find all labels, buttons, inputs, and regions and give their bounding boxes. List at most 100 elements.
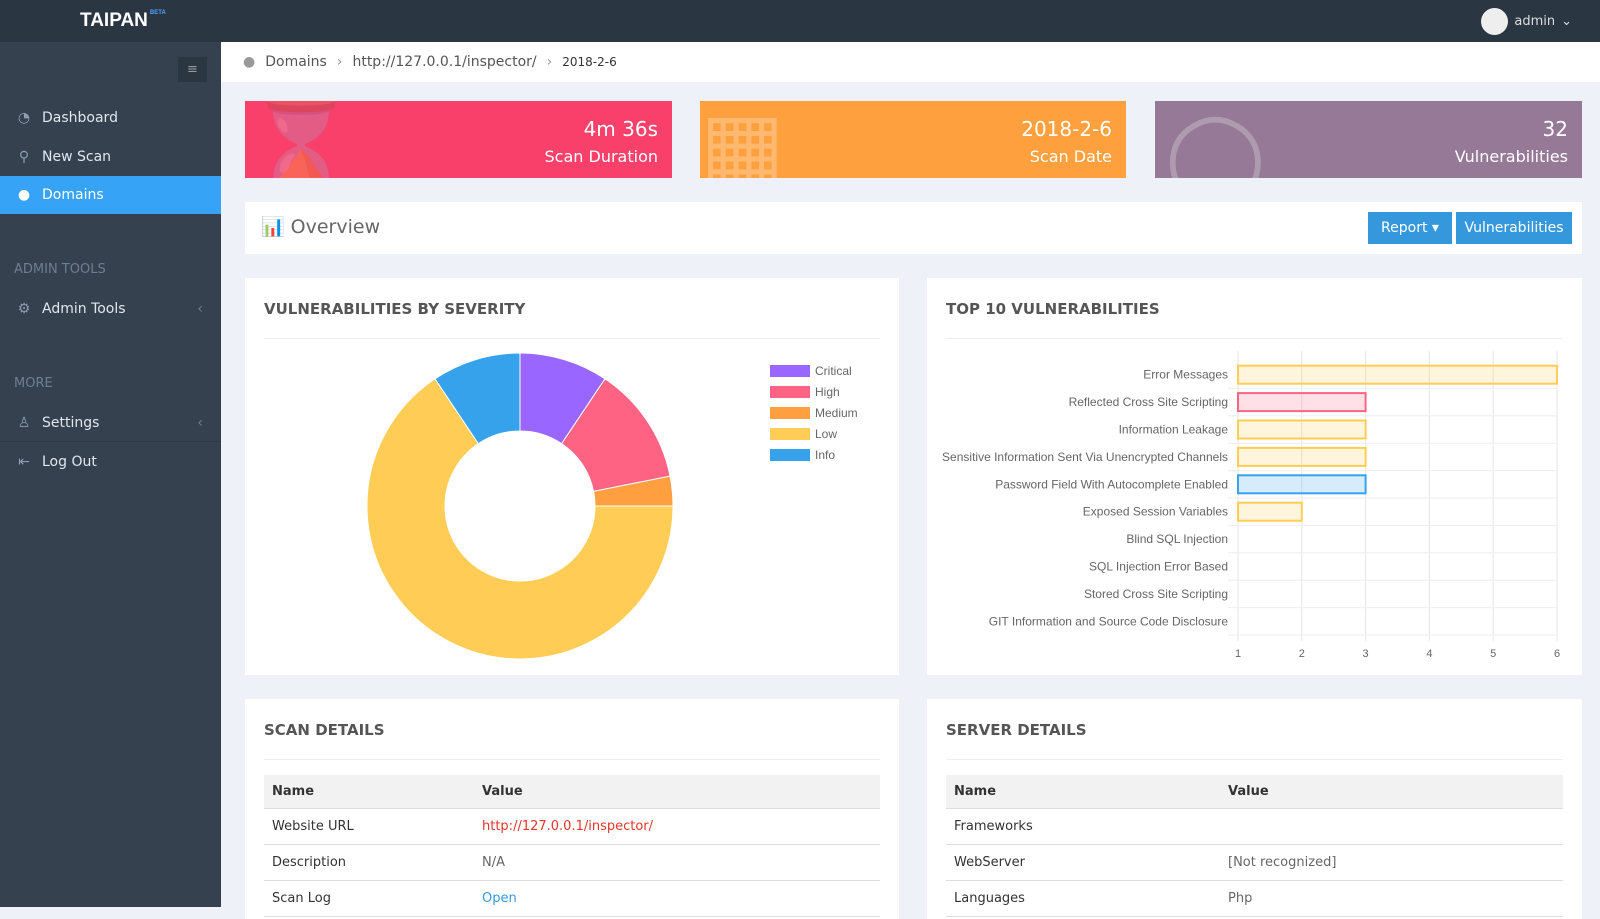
report-button[interactable]: Report ▾ xyxy=(1368,212,1452,244)
calendar-icon: ▦ xyxy=(700,101,786,178)
x-tick-label: 2 xyxy=(1299,648,1305,660)
slice-info[interactable] xyxy=(434,352,521,445)
stat-scan-date: ▦ 2018-2-6 Scan Date xyxy=(700,101,1126,178)
hourglass-icon: ⌛ xyxy=(245,101,358,178)
y-category-label: Sensitive Information Sent Via Unencrypt… xyxy=(942,450,1228,464)
chevron-left-icon: ‹ xyxy=(197,414,203,431)
bar[interactable] xyxy=(1237,446,1367,467)
breadcrumb: ● Domains › http://127.0.0.1/inspector/› … xyxy=(221,42,1600,82)
table-row: Website URL http://127.0.0.1/inspector/ xyxy=(264,808,880,845)
legend-label: Low xyxy=(815,426,838,441)
menu-toggle-icon[interactable]: ≡ xyxy=(178,57,207,82)
website-url-link[interactable]: http://127.0.0.1/inspector/ xyxy=(474,808,880,845)
slice-low[interactable] xyxy=(366,378,674,660)
x-tick-label: 3 xyxy=(1363,648,1369,660)
user-icon: ♙ xyxy=(17,414,31,431)
x-tick-label: 5 xyxy=(1490,648,1496,660)
y-category-label: GIT Information and Source Code Disclosu… xyxy=(989,614,1229,628)
gear-icon: ⚙ xyxy=(17,301,31,317)
logout-icon: ⇤ xyxy=(18,454,30,470)
scan-details-card: SCAN DETAILS Name Value Website URL http:/… xyxy=(245,699,899,919)
y-category-label: Exposed Session Variables xyxy=(1083,505,1228,519)
more-heading: MORE xyxy=(14,376,53,391)
y-category-label: Password Field With Autocomplete Enabled xyxy=(995,477,1228,491)
legend-swatch xyxy=(770,427,810,440)
sidebar-item-dashboard[interactable]: ◔ Dashboard xyxy=(17,110,118,126)
legend-label: Critical xyxy=(815,363,852,378)
scan-details-title: SCAN DETAILS xyxy=(264,721,385,739)
server-details-title: SERVER DETAILS xyxy=(946,721,1087,739)
dashboard-icon: ◔ xyxy=(17,110,31,126)
overview-bar: 📊 Overview Report ▾ Vulnerabilities xyxy=(245,202,1582,254)
y-category-label: Stored Cross Site Scripting xyxy=(1084,587,1228,601)
bar-chart-icon: 📊 xyxy=(261,216,285,238)
legend-label: Medium xyxy=(815,405,858,420)
table-row: Description N/A xyxy=(264,844,880,881)
x-tick-label: 6 xyxy=(1554,648,1560,660)
avatar xyxy=(1481,8,1509,35)
user-menu[interactable]: admin ⌄ xyxy=(1481,8,1572,35)
bar[interactable] xyxy=(1237,364,1558,385)
bar[interactable] xyxy=(1237,474,1367,495)
legend-swatch xyxy=(770,406,810,419)
bar[interactable] xyxy=(1237,392,1367,413)
top10-bar-chart: 1 2 3 4 5 6 Error Messages Reflected Cross Site… xyxy=(942,351,1560,660)
bar[interactable] xyxy=(1237,419,1367,440)
breadcrumb-date: 2018-2-6 xyxy=(562,55,617,69)
sidebar-item-admin-tools[interactable]: ⚙ Admin Tools ‹ xyxy=(17,301,203,317)
bar[interactable] xyxy=(1237,501,1303,522)
logo[interactable]: TAIPAN BETA xyxy=(80,10,166,31)
legend-swatch xyxy=(770,385,810,398)
x-tick-label: 4 xyxy=(1426,648,1432,660)
server-details-table: Name Value Frameworks WebServer [Not recog… xyxy=(946,775,1563,917)
top-bar: TAIPAN BETA admin ⌄ xyxy=(0,0,1600,42)
y-category-label: Error Messages xyxy=(1143,368,1228,382)
y-category-label: Information Leakage xyxy=(1119,423,1229,437)
chevron-left-icon: ‹ xyxy=(197,301,203,317)
severity-legend: Critical High Medium Low Info xyxy=(770,360,858,465)
top10-chart-title: TOP 10 VULNERABILITIES xyxy=(946,300,1160,318)
search-icon: ⚲ xyxy=(18,149,30,165)
scan-log-link[interactable]: Open xyxy=(474,880,880,917)
sidebar-item-logout[interactable]: ⇤ Log Out xyxy=(0,443,221,481)
legend-item-info[interactable]: Info xyxy=(770,444,858,465)
admin-tools-heading: ADMIN TOOLS xyxy=(14,262,106,277)
y-category-label: Blind SQL Injection xyxy=(1126,532,1228,546)
y-category-label: Reflected Cross Site Scripting xyxy=(1069,395,1228,409)
scan-details-table: Name Value Website URL http://127.0.0.1/in… xyxy=(264,775,880,917)
x-tick-label: 1 xyxy=(1235,648,1241,660)
overview-title: Overview xyxy=(290,215,381,238)
legend-label: High xyxy=(815,384,840,399)
sidebar-item-domains[interactable]: ● Domains xyxy=(0,176,221,214)
bug-icon: ◯ xyxy=(1165,103,1266,179)
severity-donut-chart xyxy=(366,352,674,660)
legend-swatch xyxy=(770,364,810,377)
table-row: Frameworks xyxy=(946,808,1563,845)
legend-item-medium[interactable]: Medium xyxy=(770,402,858,423)
sidebar-item-new-scan[interactable]: ⚲ New Scan xyxy=(0,138,221,176)
vulnerabilities-button[interactable]: Vulnerabilities xyxy=(1456,212,1572,244)
beta-badge: BETA xyxy=(149,10,166,16)
legend-item-high[interactable]: High xyxy=(770,381,858,402)
table-row: Scan Log Open xyxy=(264,880,880,917)
legend-item-critical[interactable]: Critical xyxy=(770,360,858,381)
severity-chart-card: VULNERABILITIES BY SEVERITY Critical High… xyxy=(245,278,899,675)
globe-icon: ● xyxy=(17,187,31,203)
severity-chart-title: VULNERABILITIES BY SEVERITY xyxy=(264,300,526,318)
globe-icon: ● xyxy=(243,54,256,70)
legend-item-low[interactable]: Low xyxy=(770,423,858,444)
breadcrumb-domains[interactable]: Domains xyxy=(265,54,327,70)
legend-label: Info xyxy=(815,447,836,462)
legend-swatch xyxy=(770,448,810,461)
sidebar: ≡ ◔ Dashboard ⚲ New Scan ● Domains ADMIN TO… xyxy=(0,42,221,907)
sidebar-item-settings[interactable]: ♙ Settings ‹ xyxy=(0,404,221,442)
stat-scan-duration: ⌛ 4m 36s Scan Duration xyxy=(245,101,672,178)
stat-vulnerabilities: ◯ 32 Vulnerabilities xyxy=(1155,101,1582,178)
breadcrumb-url[interactable]: http://127.0.0.1/inspector/ xyxy=(352,54,537,70)
top10-chart-card: TOP 10 VULNERABILITIES 1 2 3 4 5 6 Error Messa… xyxy=(927,278,1582,675)
username: admin xyxy=(1514,14,1556,29)
server-details-card: SERVER DETAILS Name Value Frameworks WebS… xyxy=(927,699,1582,919)
table-row: Languages Php xyxy=(946,880,1563,917)
y-category-label: SQL Injection Error Based xyxy=(1089,560,1228,574)
chevron-down-icon: ⌄ xyxy=(1561,14,1572,29)
